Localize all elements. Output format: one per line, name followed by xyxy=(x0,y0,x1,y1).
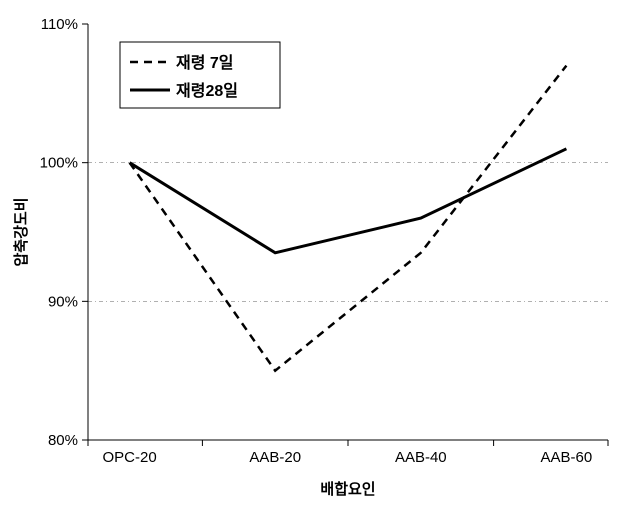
x-tick-label: AAB-20 xyxy=(249,449,301,466)
x-axis-label: 배합요인 xyxy=(320,480,375,498)
y-tick-label: 90% xyxy=(48,293,78,310)
x-tick-label: OPC-20 xyxy=(103,449,157,466)
y-axis-label: 압축강도비 xyxy=(12,197,30,266)
y-tick-label: 110% xyxy=(41,16,78,33)
x-tick-label: AAB-40 xyxy=(395,449,447,466)
y-tick-label: 80% xyxy=(48,432,78,449)
x-tick-label: AAB-60 xyxy=(541,449,593,466)
line-chart: 80% 90% 100% 110% OPC-20 AAB-20 AAB-40 AAB-60 압축… xyxy=(0,0,632,521)
series-line-0 xyxy=(130,66,567,371)
legend-label: 재령 7일 xyxy=(176,53,234,72)
legend-label: 재령28일 xyxy=(176,81,238,100)
y-tick-label: 100% xyxy=(40,155,78,172)
series-line-1 xyxy=(130,149,567,253)
chart-container: 80% 90% 100% 110% OPC-20 AAB-20 AAB-40 AAB-60 압축… xyxy=(0,0,632,521)
